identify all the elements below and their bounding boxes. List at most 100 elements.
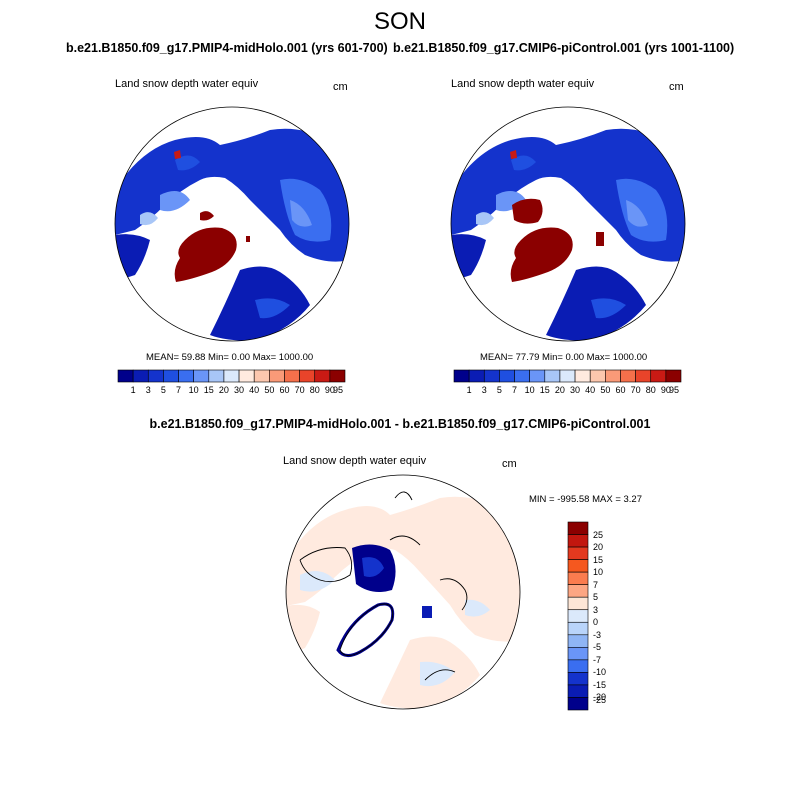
difference-colorbar-tick-label: 15	[593, 554, 604, 565]
difference-field	[286, 496, 520, 709]
panel-1-colorbar-tick-label: 15	[203, 385, 214, 395]
panel-2-colorbar-box	[499, 369, 515, 383]
panel-2-colorbar-box	[529, 369, 546, 383]
panel-1-colorbar-box	[223, 369, 240, 383]
panel-2-colorbar-tick-label: 40	[585, 385, 596, 395]
panel-2-greenland	[510, 150, 604, 282]
difference-coastlines	[299, 491, 468, 681]
difference-title: b.e21.B1850.f09_g17.PMIP4-midHolo.001 - …	[149, 417, 651, 431]
panel-2-colorbar-box	[514, 369, 530, 383]
difference-colorbar-box	[567, 596, 589, 611]
panel-1-polar-map	[114, 106, 350, 342]
panel-2-snow-field	[451, 128, 685, 341]
panel-1-colorbar-tick-label: 60	[279, 385, 290, 395]
panel-1-colorbar-tick-label: 20	[218, 385, 229, 395]
difference-colorbar-box	[567, 634, 589, 648]
panel-1-colorbar-box	[117, 369, 134, 383]
panel-2-polar-map	[450, 106, 686, 342]
difference-colorbar-tick-label: -7	[593, 654, 602, 665]
difference-colorbar-box	[567, 621, 589, 636]
panel-1-colorbar-tick-label: 30	[234, 385, 245, 395]
panel-2-colorbar-tick-label: 15	[539, 385, 550, 395]
panel-1-colorbar-tick-label: 10	[188, 385, 199, 395]
difference-colorbar-box	[567, 672, 589, 686]
panel-1-colorbar-tick-label: 7	[176, 385, 182, 395]
panel-2-colorbar-box	[574, 369, 591, 383]
difference-colorbar-tick-label: 10	[593, 567, 604, 578]
panel-2-colorbar-box	[544, 369, 561, 383]
panel-2-stats: MEAN= 77.79 Min= 0.00 Max= 1000.00	[480, 352, 648, 363]
panel-2-units-label: cm	[669, 81, 684, 93]
difference-polar-map	[285, 474, 521, 710]
panel-2-colorbar-box	[559, 369, 576, 383]
panel-1-map-border	[114, 106, 350, 342]
panel-1-colorbar-box	[314, 369, 331, 383]
panel-2-colorbar-tick-label: 60	[615, 385, 626, 395]
panel-2-colorbar-box	[453, 369, 470, 383]
difference-colorbar-tick-label: 5	[593, 592, 599, 603]
panel-2-colorbar-box	[605, 369, 621, 383]
panel-1-colorbar-tick-label: 50	[264, 385, 275, 395]
panel-1-colorbar-box	[132, 369, 149, 383]
panel-2-colorbar-tick-label: 7	[512, 385, 518, 395]
panel-1-colorbar-box	[269, 369, 285, 383]
panel-1-snow-field	[115, 128, 349, 341]
panel-2-colorbar-tick-label: 3	[481, 385, 487, 395]
panel-1-colorbar-tick-label: 90	[324, 385, 335, 395]
season-title: SON	[373, 8, 426, 35]
difference-colorbar-box	[567, 571, 589, 585]
panel-2-case-title: b.e21.B1850.f09_g17.CMIP6-piControl.001 …	[393, 41, 735, 55]
panel-2-colorbar-tick-label: 90	[660, 385, 671, 395]
panel-1-colorbar-tick-label: 3	[145, 385, 151, 395]
difference-colorbar-box	[567, 559, 589, 573]
panel-1-colorbar-tick-label: 70	[294, 385, 305, 395]
panel-2-colorbar-tick-label: 95	[668, 385, 679, 395]
panel-2-colorbar-box	[635, 369, 652, 383]
difference-colorbar-box	[567, 521, 589, 535]
panel-2-colorbar	[453, 369, 682, 383]
difference-colorbar-box	[567, 659, 589, 673]
panel-1-colorbar-tick-label: 40	[249, 385, 260, 395]
difference-variable-label: Land snow depth water equiv	[283, 455, 427, 467]
panel-1-colorbar-box	[163, 369, 179, 383]
panel-2-colorbar-tick-label: 80	[645, 385, 656, 395]
difference-colorbar-box	[567, 546, 589, 560]
panel-2-colorbar-box	[665, 369, 682, 383]
panel-1-colorbar-box	[329, 369, 346, 383]
panel-2-colorbar-box	[620, 369, 636, 383]
panel-1-colorbar-tick-label: 80	[309, 385, 320, 395]
difference-colorbar-box	[567, 584, 589, 598]
difference-map-border	[285, 474, 521, 710]
panel-2-colorbar-box	[468, 369, 485, 383]
panel-2-colorbar-tick-label: 50	[600, 385, 611, 395]
panel-2-colorbar-tick-label: 70	[630, 385, 641, 395]
difference-stats: MIN = -995.58 MAX = 3.27	[529, 494, 643, 505]
difference-colorbar-tick-label: 3	[593, 604, 599, 615]
panel-1-greenland	[174, 150, 250, 282]
difference-colorbar-tick-label: 7	[593, 579, 599, 590]
panel-1-colorbar-tick-label: 5	[160, 385, 166, 395]
panel-2-map-border	[450, 106, 686, 342]
panel-2-colorbar-tick-label: 5	[496, 385, 502, 395]
panel-2-colorbar-box	[589, 369, 606, 383]
panel-2-colorbar-tick-label: 1	[466, 385, 472, 395]
difference-colorbar-box	[567, 697, 589, 711]
difference-colorbar-tick-label: 0	[593, 617, 599, 628]
panel-1-colorbar-box	[147, 369, 164, 383]
panel-2-colorbar-box	[650, 369, 667, 383]
difference-colorbar-tick-label: -25	[593, 695, 607, 705]
panel-1-colorbar-box	[284, 369, 300, 383]
panel-2-variable-label: Land snow depth water equiv	[451, 78, 595, 90]
panel-1-case-title: b.e21.B1850.f09_g17.PMIP4-midHolo.001 (y…	[66, 41, 388, 55]
panel-1-colorbar-box	[238, 369, 255, 383]
panel-1-units-label: cm	[333, 81, 348, 93]
panel-1-colorbar-tick-label: 95	[332, 385, 343, 395]
difference-colorbar-tick-label: 25	[593, 529, 604, 540]
difference-colorbar-box	[567, 647, 589, 661]
panel-1-colorbar-box	[253, 369, 270, 383]
difference-colorbar	[567, 521, 589, 711]
panel-1-stats: MEAN= 59.88 Min= 0.00 Max= 1000.00	[146, 352, 314, 363]
difference-colorbar-box	[567, 684, 589, 698]
difference-colorbar-tick-label: -20	[593, 692, 607, 703]
